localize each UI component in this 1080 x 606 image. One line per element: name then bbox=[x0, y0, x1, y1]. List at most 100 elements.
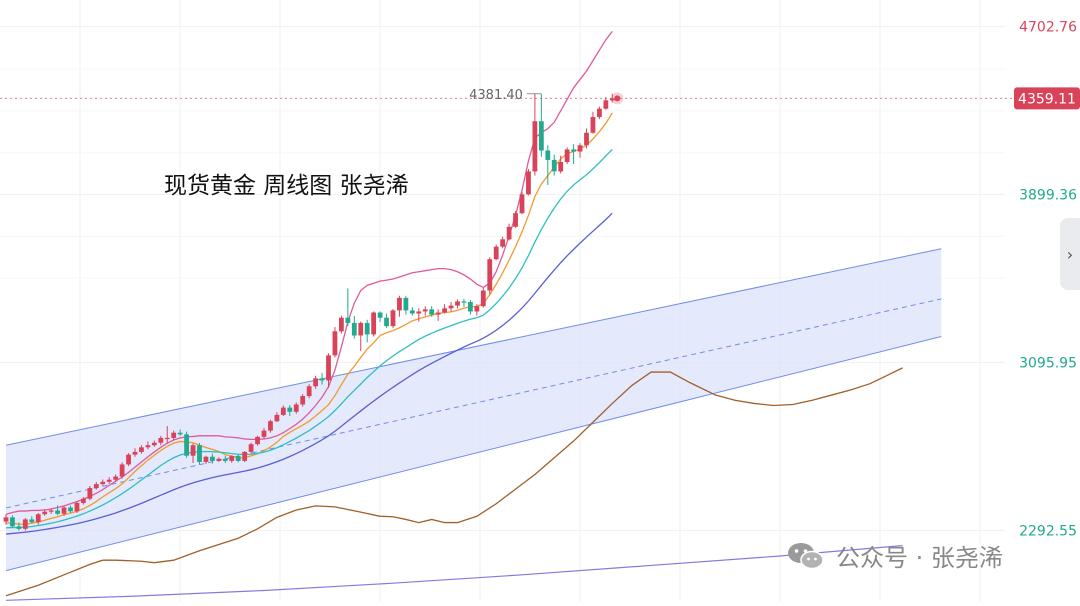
series-line-ma-short bbox=[5, 112, 613, 525]
candle-body bbox=[171, 432, 177, 438]
candle-body bbox=[597, 108, 602, 118]
candle-body bbox=[255, 436, 260, 445]
candle-body bbox=[287, 407, 293, 412]
candle-body bbox=[416, 311, 422, 314]
candle-body bbox=[42, 511, 48, 515]
candle-body bbox=[422, 309, 428, 312]
candle-body bbox=[139, 447, 144, 452]
candle-body bbox=[603, 100, 609, 109]
candle-body bbox=[487, 259, 493, 291]
candle-body bbox=[145, 445, 151, 448]
candle-body bbox=[577, 145, 583, 152]
candle-body bbox=[571, 149, 576, 152]
candle-body bbox=[280, 407, 286, 415]
candle-body bbox=[590, 117, 596, 133]
candle-body bbox=[513, 213, 518, 227]
candle-body bbox=[68, 507, 73, 512]
scroll-right-button[interactable]: › bbox=[1060, 218, 1080, 290]
candle-body bbox=[526, 171, 531, 195]
candle-body bbox=[184, 434, 189, 456]
last-price-tag bbox=[1014, 87, 1080, 110]
candle-body bbox=[16, 526, 22, 529]
series-line-ma-mid bbox=[5, 148, 613, 529]
candle-body bbox=[345, 317, 351, 323]
candle-body bbox=[545, 150, 551, 160]
channel-lower-line bbox=[5, 336, 942, 572]
candle-body bbox=[61, 507, 67, 514]
candle-body bbox=[609, 98, 615, 101]
y-tick-label: 4702.76 bbox=[1019, 20, 1077, 36]
candle-body bbox=[351, 322, 357, 336]
candle-body bbox=[151, 442, 157, 446]
candle-body bbox=[10, 517, 15, 527]
series-line-trend bbox=[5, 367, 903, 597]
candle-body bbox=[3, 517, 9, 522]
last-price-dot bbox=[614, 95, 621, 102]
candle-body bbox=[293, 404, 299, 412]
candle-body bbox=[29, 519, 35, 523]
candle-body bbox=[229, 456, 235, 461]
candle-body bbox=[519, 194, 525, 214]
candle-body bbox=[564, 149, 570, 162]
candle-body bbox=[48, 510, 54, 512]
candle-body bbox=[377, 312, 383, 318]
candle-body bbox=[248, 444, 254, 452]
candle-body bbox=[532, 121, 538, 172]
candle-body bbox=[106, 479, 112, 482]
candle-body bbox=[87, 488, 93, 499]
candle-body bbox=[22, 519, 28, 529]
candle-body bbox=[435, 312, 441, 315]
candle-body bbox=[474, 306, 480, 312]
watermark: 公众号 · 张尧浠 bbox=[786, 538, 1003, 573]
candle-body bbox=[429, 309, 435, 315]
y-tick-label: 2292.55 bbox=[1019, 523, 1077, 539]
candle-body bbox=[493, 246, 499, 260]
y-tick-label: 3899.36 bbox=[1019, 188, 1077, 204]
y-tick-label: 3095.95 bbox=[1019, 355, 1077, 371]
candle-body bbox=[403, 297, 409, 311]
channel-upper-line bbox=[5, 248, 942, 446]
candle-body bbox=[364, 322, 370, 335]
candle-body bbox=[177, 432, 183, 435]
candle-body bbox=[203, 456, 209, 462]
candle-body bbox=[390, 310, 396, 327]
candle-body bbox=[81, 498, 86, 503]
candle-body bbox=[210, 456, 215, 461]
candle-body bbox=[461, 301, 467, 303]
candle-body bbox=[268, 421, 273, 431]
candle-body bbox=[558, 161, 564, 172]
wechat-icon bbox=[788, 542, 824, 569]
candle-body bbox=[35, 514, 41, 523]
candle-body bbox=[197, 445, 202, 462]
candle-body bbox=[384, 317, 389, 327]
candle-body bbox=[538, 121, 544, 151]
candle-body bbox=[358, 322, 364, 336]
candle-body bbox=[242, 451, 248, 461]
candle-body bbox=[235, 456, 241, 461]
candle-body bbox=[551, 159, 557, 172]
candle-body bbox=[500, 239, 506, 247]
last-price-label: 4359.11 bbox=[1018, 91, 1076, 107]
y-axis: 4702.76 3899.36 3095.95 2292.55 4359.11 bbox=[1014, 20, 1080, 539]
candle-body bbox=[222, 458, 228, 461]
candle-body bbox=[409, 310, 415, 314]
candle-body bbox=[339, 317, 344, 332]
chart-title: 现货黄金 周线图 张尧浠 bbox=[164, 173, 409, 199]
candle-body bbox=[126, 454, 131, 465]
candle-body bbox=[190, 445, 196, 456]
candle-body bbox=[216, 458, 222, 461]
candle-body bbox=[55, 510, 60, 514]
candle-body bbox=[455, 301, 460, 306]
candle-body bbox=[113, 476, 119, 480]
candle-body bbox=[132, 451, 138, 455]
trend-channel bbox=[6, 248, 942, 571]
candle-body bbox=[158, 437, 164, 443]
candles bbox=[3, 93, 615, 531]
candle-body bbox=[306, 386, 312, 397]
chevron-right-icon: › bbox=[1066, 244, 1074, 264]
candle-body bbox=[371, 312, 377, 335]
candle-body bbox=[480, 290, 486, 307]
candle-body bbox=[313, 378, 318, 387]
series-line-ma-long bbox=[5, 212, 613, 535]
